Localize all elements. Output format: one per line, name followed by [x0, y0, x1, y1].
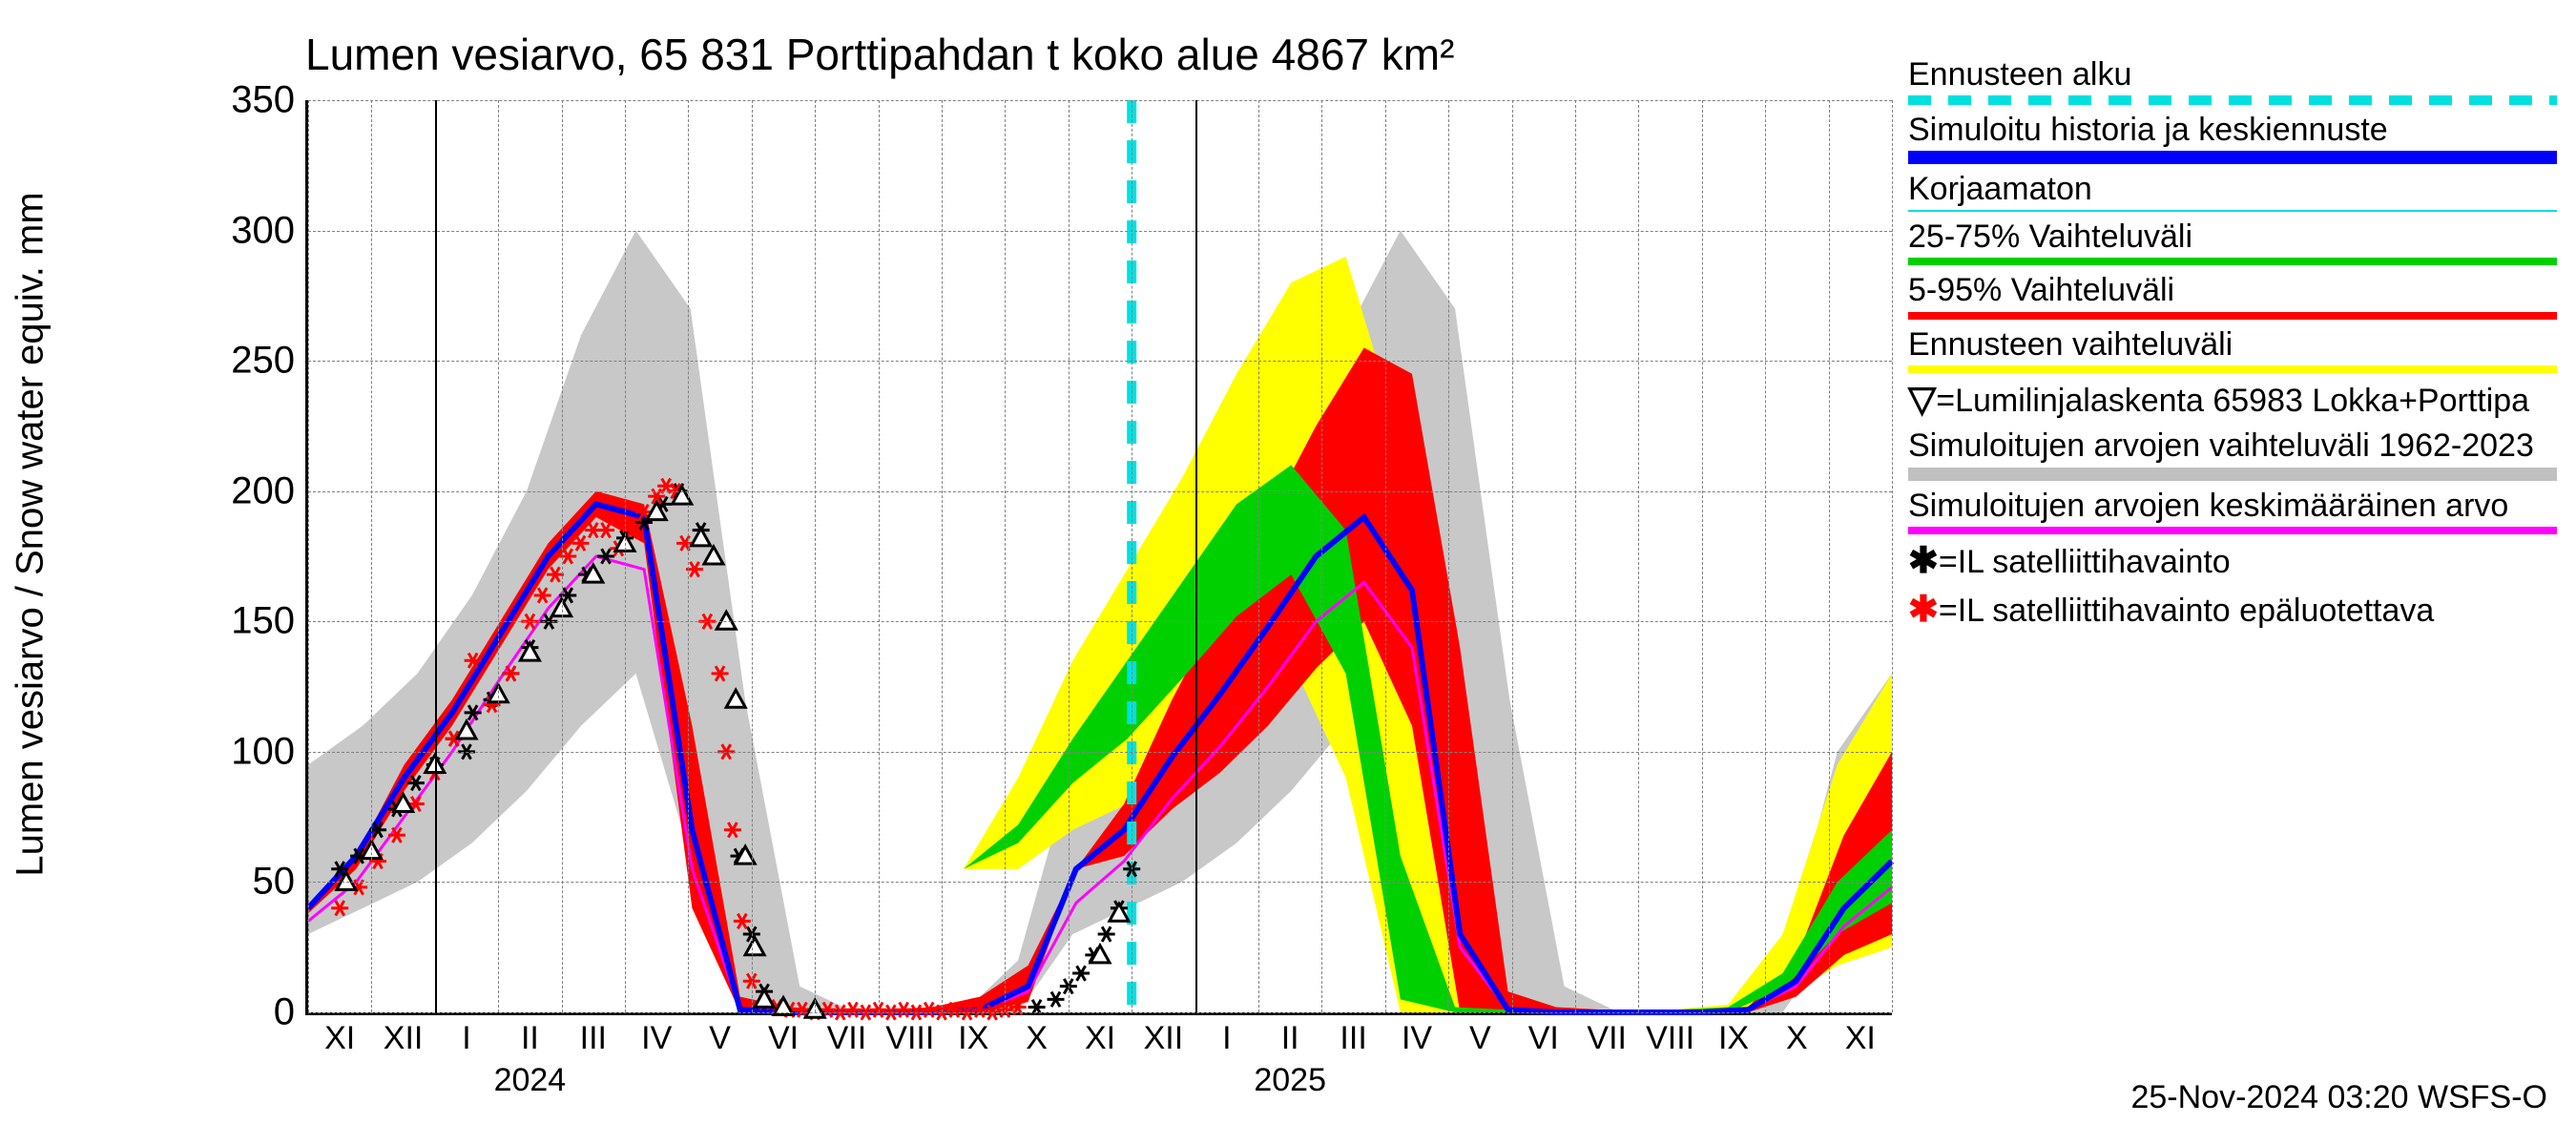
x-tick-label: VII: [1587, 1020, 1627, 1057]
legend-line-swatch: [1908, 210, 2557, 212]
legend-label: Korjaamaton: [1908, 170, 2557, 208]
legend-marker-icon: ✱: [1908, 541, 1939, 581]
legend-item: 5-95% Vaihteluväli: [1908, 271, 2557, 319]
legend-line-swatch: [1908, 151, 2557, 164]
legend-label: Simuloitu historia ja keskiennuste: [1908, 111, 2557, 149]
y-tick-label: 350: [231, 79, 295, 122]
legend-line-swatch: [1908, 312, 2557, 320]
asterisk-marker: [1098, 926, 1115, 942]
legend-line-swatch: [1908, 468, 2557, 481]
x-tick-label: V: [709, 1020, 731, 1057]
legend-line-swatch: [1908, 365, 2557, 373]
legend-label: Ennusteen vaihteluväli: [1908, 325, 2557, 364]
x-tick-label: XI: [324, 1020, 355, 1057]
plot-area: 050100150200250300350XIXIIIIIIIIIVVVIVII…: [305, 100, 1892, 1015]
legend-item: Simuloitu historia ja keskiennuste: [1908, 111, 2557, 164]
y-tick-label: 150: [231, 600, 295, 643]
x-tick-label: IV: [1402, 1020, 1432, 1057]
legend-line-swatch: [1908, 95, 2557, 105]
legend-label: Simuloitujen arvojen vaihteluväli 1962-2…: [1908, 427, 2557, 465]
legend-item: ✱=IL satelliittihavainto epäluotettava: [1908, 589, 2557, 632]
legend-label: Ennusteen alku: [1908, 55, 2557, 94]
x-tick-label: X: [1026, 1020, 1048, 1057]
y-tick-label: 300: [231, 209, 295, 252]
x-tick-label: XII: [1144, 1020, 1184, 1057]
x-tick-label: III: [580, 1020, 607, 1057]
x-tick-label: I: [1222, 1020, 1231, 1057]
legend-marker-icon: ✱: [1908, 590, 1939, 630]
legend-item: Ennusteen alku: [1908, 55, 2557, 105]
legend-item: 25-75% Vaihteluväli: [1908, 218, 2557, 265]
legend-item: ✱=IL satelliittihavainto: [1908, 540, 2557, 583]
x-tick-label: VI: [1528, 1020, 1559, 1057]
x-tick-label: II: [1281, 1020, 1299, 1057]
legend-marker-icon: ▽: [1908, 380, 1936, 420]
legend-label: 5-95% Vaihteluväli: [1908, 271, 2557, 309]
legend-line-swatch: [1908, 527, 2557, 534]
x-tick-label: VI: [768, 1020, 799, 1057]
data-layer: [308, 100, 1892, 1012]
x-tick-label: XI: [1085, 1020, 1115, 1057]
x-tick-label: VII: [827, 1020, 867, 1057]
asterisk-marker: [1072, 966, 1090, 981]
legend-item: Ennusteen vaihteluväli: [1908, 325, 2557, 373]
legend-item: Simuloitujen arvojen keskimääräinen arvo: [1908, 487, 2557, 534]
legend-label: =IL satelliittihavainto: [1939, 544, 2231, 580]
asterisk-marker: [1048, 992, 1065, 1008]
x-tick-label: X: [1786, 1020, 1808, 1057]
legend-line-swatch: [1908, 258, 2557, 265]
legend-item: Korjaamaton: [1908, 170, 2557, 212]
x-tick-label: II: [521, 1020, 539, 1057]
legend: Ennusteen alku Simuloitu historia ja kesk…: [1908, 55, 2557, 636]
legend-label: 25-75% Vaihteluväli: [1908, 218, 2557, 256]
x-tick-label: XII: [384, 1020, 424, 1057]
legend-label: =IL satelliittihavainto epäluotettava: [1939, 593, 2434, 629]
y-tick-label: 250: [231, 340, 295, 383]
y-tick-label: 50: [253, 861, 296, 904]
x-tick-label: IX: [1718, 1020, 1749, 1057]
x-tick-label: I: [462, 1020, 470, 1057]
y-tick-label: 100: [231, 730, 295, 773]
legend-label: Simuloitujen arvojen keskimääräinen arvo: [1908, 487, 2557, 525]
x-tick-label: XI: [1845, 1020, 1876, 1057]
legend-item: Simuloitujen arvojen vaihteluväli 1962-2…: [1908, 427, 2557, 480]
y-tick-label: 200: [231, 469, 295, 512]
legend-item: ▽=Lumilinjalaskenta 65983 Lokka+Porttipa: [1908, 379, 2557, 422]
chart-container: Lumen vesiarvo, 65 831 Porttipahdan t ko…: [0, 0, 2576, 1145]
x-year-label: 2025: [1254, 1062, 1326, 1099]
x-tick-label: V: [1469, 1020, 1491, 1057]
y-axis-label: Lumen vesiarvo / Snow water equiv. mm: [10, 192, 52, 876]
x-tick-label: VIII: [885, 1020, 934, 1057]
legend-label: =Lumilinjalaskenta 65983 Lokka+Porttipa: [1936, 383, 2529, 419]
y-tick-label: 0: [274, 991, 295, 1034]
x-tick-label: VIII: [1646, 1020, 1694, 1057]
footer-timestamp: 25-Nov-2024 03:20 WSFS-O: [2130, 1079, 2547, 1116]
chart-title: Lumen vesiarvo, 65 831 Porttipahdan t ko…: [305, 29, 1454, 80]
x-tick-label: IX: [958, 1020, 988, 1057]
x-year-label: 2024: [494, 1062, 567, 1099]
x-tick-label: IV: [641, 1020, 672, 1057]
x-tick-label: III: [1340, 1020, 1366, 1057]
